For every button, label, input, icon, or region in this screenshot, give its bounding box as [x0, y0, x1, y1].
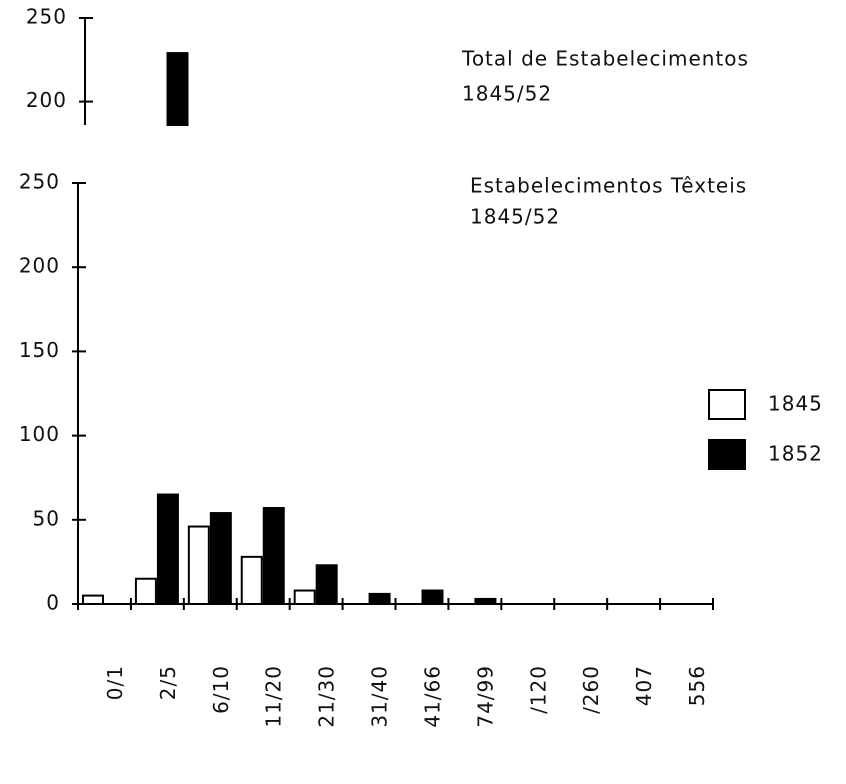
legend-label: 1845: [768, 392, 823, 416]
chart-title: Estabelecimentos Têxteis: [470, 174, 747, 198]
bar: [156, 493, 179, 606]
x-tick-label: 407: [632, 665, 656, 706]
chart-title: Total de Estabelecimentos: [461, 47, 749, 71]
bar: [240, 555, 263, 606]
x-tick-label: 74/99: [473, 665, 497, 728]
legend-swatch: [708, 439, 746, 470]
legend-swatch: [708, 389, 746, 420]
bar: [262, 507, 285, 605]
x-tick-label: /120: [526, 665, 550, 714]
y-tick-label: 50: [33, 506, 60, 530]
bar: [368, 592, 391, 605]
bar: [474, 597, 497, 605]
bar: [293, 589, 316, 606]
bar: [134, 577, 157, 605]
x-tick-label: 21/30: [315, 665, 339, 728]
legend-label: 1852: [768, 442, 823, 466]
chart-subtitle: 1845/52: [470, 205, 560, 229]
y-tick-label: 200: [19, 254, 60, 278]
y-tick-label: 250: [26, 5, 67, 29]
y-tick-label: 100: [19, 422, 60, 446]
x-tick-label: 0/1: [103, 665, 127, 700]
bar: [82, 594, 104, 606]
y-tick-label: 200: [26, 88, 67, 112]
x-tick-label: 31/40: [368, 665, 392, 728]
chart-subtitle: 1845/52: [462, 82, 552, 106]
x-tick-label: 6/10: [209, 665, 233, 714]
bar: [315, 564, 338, 606]
bar: [166, 52, 189, 126]
y-tick-label: 0: [46, 591, 60, 615]
x-tick-label: 2/5: [156, 665, 180, 700]
bar: [209, 512, 232, 606]
x-tick-label: /260: [579, 665, 603, 714]
bar: [187, 525, 210, 606]
y-tick-label: 250: [19, 170, 60, 194]
x-tick-label: 11/20: [262, 665, 286, 728]
x-tick-label: 556: [685, 665, 709, 706]
y-tick-label: 150: [19, 338, 60, 362]
bar: [421, 589, 444, 606]
x-tick-label: 41/66: [420, 665, 444, 728]
